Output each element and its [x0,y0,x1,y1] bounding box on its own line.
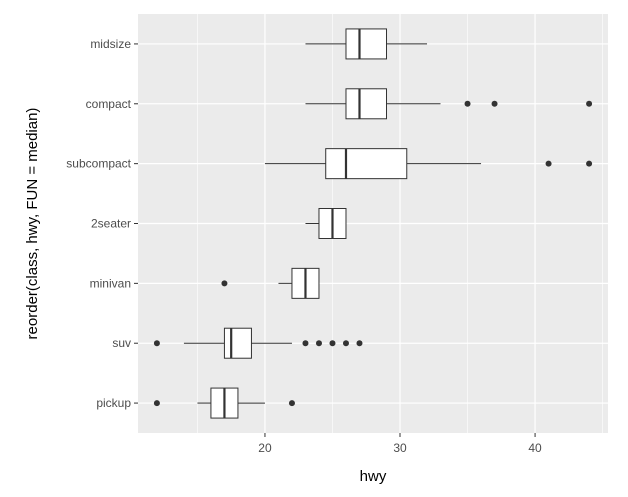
outlier-point [586,160,593,167]
box-2seater [305,208,347,239]
outlier-point [302,340,309,347]
outlier-point [153,400,160,407]
y-tick-label: 2seater [91,217,131,231]
outlier-point [221,280,228,287]
box-compact [305,88,593,120]
box-iqr [345,88,388,120]
y-axis-title: reorder(class, hwy, FUN = median) [24,108,41,340]
box-suv [153,327,363,359]
box-minivan [221,267,320,299]
box-iqr [345,28,388,60]
box-series [153,28,593,419]
outlier-point [464,100,471,107]
y-tick-label: minivan [90,276,131,290]
x-axis-title: hwy [360,468,387,485]
x-tick-label: 40 [528,441,542,455]
outlier-point [491,100,498,107]
outlier-point [545,160,552,167]
y-tick-label: midsize [90,37,131,51]
box-iqr [325,148,408,180]
outlier-point [342,340,349,347]
y-tick-label: compact [86,97,132,111]
y-tick-label: suv [112,336,131,350]
box-iqr [223,327,252,359]
outlier-point [153,340,160,347]
y-tick-label: subcompact [66,157,131,171]
y-tick-label: pickup [96,396,131,410]
y-axis: pickup suv minivan 2seater subcompact compact… [66,37,138,410]
x-axis: 20 30 40 [258,433,542,455]
x-tick-label: 20 [258,441,272,455]
box-midsize [305,28,428,60]
outlier-point [329,340,336,347]
box-pickup [153,387,295,419]
outlier-point [586,100,593,107]
x-tick-label: 30 [393,441,407,455]
outlier-point [315,340,322,347]
outlier-point [356,340,363,347]
box-subcompact [264,148,593,180]
outlier-point [288,400,295,407]
